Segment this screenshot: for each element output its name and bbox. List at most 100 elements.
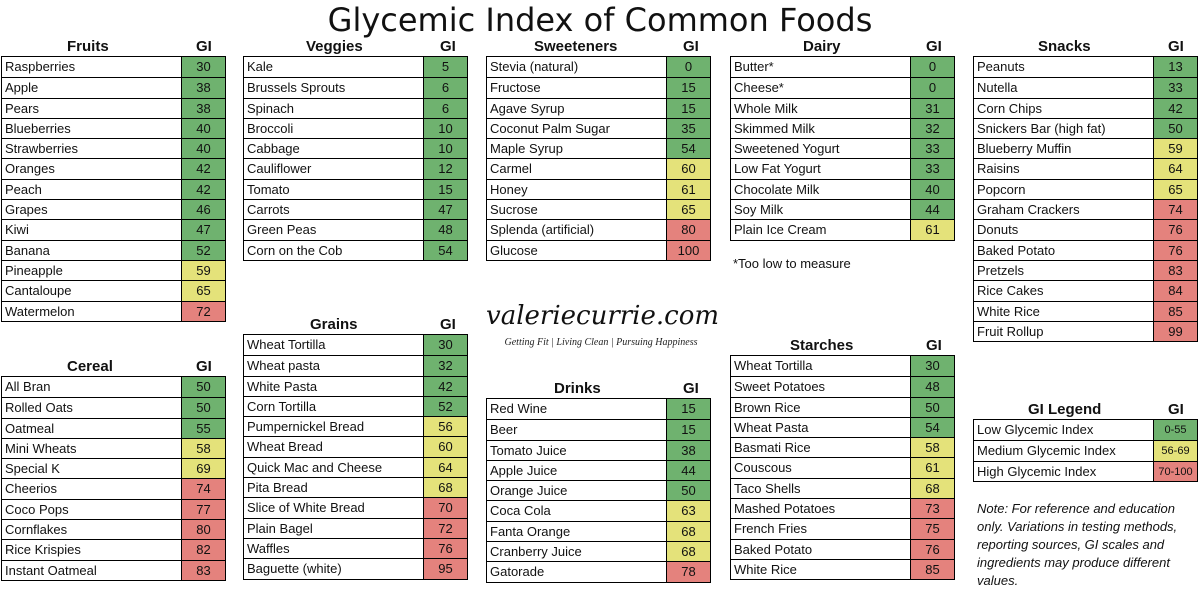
gi-value: 68: [667, 521, 710, 542]
food-name: Cheese*: [731, 78, 911, 98]
table-row: All Bran 50: [2, 377, 225, 398]
table-row: Quick Mac and Cheese 64: [244, 456, 467, 478]
gi-value: 40: [182, 118, 225, 139]
gi-value: 38: [667, 440, 710, 460]
food-name: Peach: [2, 179, 182, 200]
legend-grid: Low Glycemic Index 0-55 Medium Glycemic In…: [973, 419, 1198, 482]
snacks-table: Snacks GI Peanuts 13 Nutella 33 Corn Chips 42 Sn…: [973, 38, 1198, 343]
table-row: Stevia (natural) 0: [487, 57, 710, 78]
food-name: Low Fat Yogurt: [731, 159, 911, 179]
gi-value: 59: [1154, 139, 1197, 159]
table-row: Basmati Rice 58: [731, 437, 954, 458]
veggies-grid: Kale 5 Brussels Sprouts 6 Spinach 6 Broccoli 10…: [243, 56, 468, 261]
table-row: Corn Chips 42: [974, 97, 1197, 118]
food-name: Pineapple: [2, 260, 182, 281]
page-title: Glycemic Index of Common Foods: [327, 1, 873, 39]
gi-value: 52: [424, 396, 467, 417]
food-name: Pita Bread: [244, 478, 424, 498]
gi-value: 56: [424, 417, 467, 437]
table-row: Cauliflower 12: [244, 158, 467, 179]
table-row: Rice Krispies 82: [2, 539, 225, 560]
gi-value: 33: [911, 139, 954, 159]
food-name: Cantaloupe: [2, 281, 182, 301]
gi-value: 74: [182, 479, 225, 499]
food-name: Cheerios: [2, 479, 182, 499]
food-name: Raspberries: [2, 57, 182, 78]
table-row: Baked Potato 76: [974, 239, 1197, 260]
table-row: Cheerios 74: [2, 478, 225, 499]
food-name: Cornflakes: [2, 520, 182, 540]
table-row: Carmel 60: [487, 158, 710, 179]
food-name: Oranges: [2, 159, 182, 179]
gi-value: 32: [424, 356, 467, 376]
table-row: White Pasta 42: [244, 375, 467, 396]
food-name: Baked Potato: [731, 539, 911, 559]
table-row: Wheat Pasta 54: [731, 416, 954, 438]
food-name: Watermelon: [2, 301, 182, 321]
table-row: Corn Tortilla 52: [244, 395, 467, 417]
table-row: Kale 5: [244, 57, 467, 78]
gi-value: 40: [911, 179, 954, 200]
food-name: Wheat Tortilla: [731, 356, 911, 377]
food-name: Apple: [2, 78, 182, 98]
food-name: Whole Milk: [731, 98, 911, 118]
table-row: Banana 52: [2, 239, 225, 260]
gi-value: 72: [182, 301, 225, 321]
table-row: Gatorade 78: [487, 561, 710, 582]
table-row: Maple Syrup 54: [487, 138, 710, 159]
table-row: Apple 38: [2, 77, 225, 98]
table-row: Coca Cola 63: [487, 500, 710, 521]
grains-grid: Wheat Tortilla 30 Wheat pasta 32 White Pasta…: [243, 334, 468, 580]
gi-value: 50: [182, 398, 225, 418]
food-name: Fanta Orange: [487, 521, 667, 542]
grains-table: Grains GI Wheat Tortilla 30 Wheat pasta 32 Whi…: [243, 316, 468, 580]
gi-value: 54: [667, 139, 710, 159]
cereal-title: Cereal: [67, 358, 113, 375]
gi-value: 10: [424, 118, 467, 139]
gi-value: 58: [911, 438, 954, 458]
food-name: Popcorn: [974, 179, 1154, 200]
table-row: Waffles 76: [244, 537, 467, 559]
food-name: Orange Juice: [487, 481, 667, 501]
table-row: Pita Bread 68: [244, 477, 467, 498]
table-row: Brown Rice 50: [731, 396, 954, 417]
table-row: Tomato 15: [244, 178, 467, 200]
gi-value: 47: [424, 200, 467, 220]
table-row: Fruit Rollup 99: [974, 320, 1197, 342]
gi-value: 52: [182, 240, 225, 260]
grains-gi-header: GI: [440, 316, 456, 333]
table-row: Beer 15: [487, 419, 710, 440]
food-name: Stevia (natural): [487, 57, 667, 78]
table-row: Cabbage 10: [244, 138, 467, 159]
gi-value: 65: [667, 200, 710, 220]
table-row: Tomato Juice 38: [487, 439, 710, 460]
table-row: Butter* 0: [731, 57, 954, 78]
food-name: Blueberries: [2, 118, 182, 139]
table-row: White Rice 85: [974, 300, 1197, 321]
table-row: Medium Glycemic Index 56-69: [974, 440, 1197, 461]
dairy-footnote: *Too low to measure: [733, 256, 851, 271]
gi-value: 75: [911, 519, 954, 539]
table-row: Wheat Bread 60: [244, 436, 467, 457]
table-row: Watermelon 72: [2, 300, 225, 321]
brand-site: valeriecurrie.com: [486, 301, 720, 331]
table-row: Splenda (artificial) 80: [487, 219, 710, 240]
food-name: Tomato: [244, 179, 424, 200]
table-row: Oranges 42: [2, 158, 225, 179]
gi-value: 68: [424, 478, 467, 498]
food-name: Mini Wheats: [2, 438, 182, 459]
table-row: Grapes 46: [2, 199, 225, 220]
table-row: Coconut Palm Sugar 35: [487, 117, 710, 139]
gi-value: 83: [1154, 260, 1197, 281]
table-row: Donuts 76: [974, 219, 1197, 240]
gi-value: 76: [424, 538, 467, 559]
food-name: Carrots: [244, 200, 424, 220]
table-row: Apple Juice 44: [487, 459, 710, 481]
gi-value: 46: [182, 200, 225, 220]
gi-value: 13: [1154, 57, 1197, 78]
gi-value: 70-100: [1154, 461, 1197, 481]
table-row: Whole Milk 31: [731, 97, 954, 118]
food-name: Spinach: [244, 98, 424, 118]
gi-value: 0: [911, 57, 954, 78]
gi-value: 69: [182, 459, 225, 479]
